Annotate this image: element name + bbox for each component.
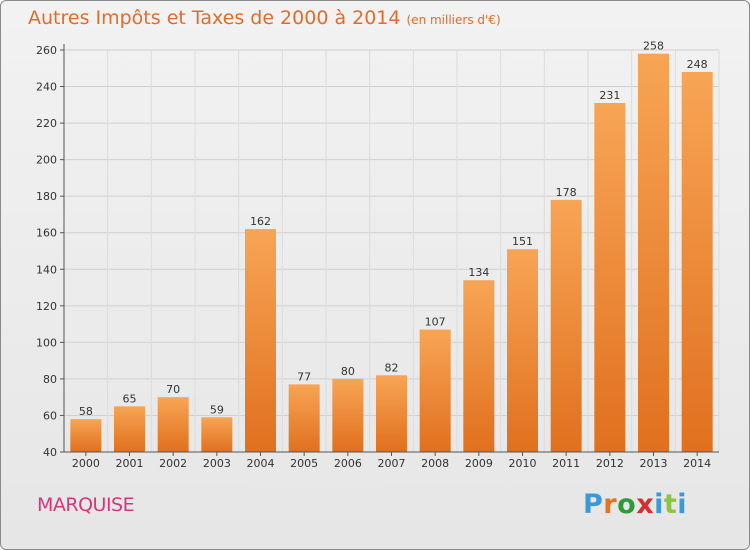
bar-value-label: 178: [556, 186, 577, 199]
y-tick-label: 40: [43, 446, 57, 459]
bar: [638, 53, 669, 453]
logo-letter: i: [654, 489, 664, 520]
bar: [288, 384, 320, 452]
bar-value-label: 59: [210, 403, 224, 416]
x-tick-label: 2006: [334, 457, 362, 470]
x-tick-label: 2014: [683, 457, 711, 470]
bar-layer: [70, 53, 713, 453]
y-tick-label: 180: [36, 190, 57, 203]
bar: [419, 329, 451, 452]
x-tick-label: 2013: [640, 457, 668, 470]
y-tick-label: 120: [36, 300, 57, 313]
bar: [507, 249, 538, 452]
bar-value-label: 258: [643, 40, 664, 53]
bar: [550, 199, 582, 452]
chart-title: Autres Impôts et Taxes de 2000 à 2014 (en…: [28, 7, 501, 29]
bar-value-label: 151: [512, 235, 533, 248]
x-tick-label: 2004: [247, 457, 275, 470]
bar: [245, 229, 276, 452]
bar: [157, 397, 189, 452]
x-tick-label: 2008: [421, 457, 449, 470]
bar-value-label: 65: [123, 392, 137, 405]
x-tick-label: 2010: [509, 457, 537, 470]
bar-value-label: 134: [468, 266, 489, 279]
logo-letter: i: [677, 489, 688, 520]
bar: [376, 375, 407, 452]
bar-value-label: 77: [297, 370, 311, 383]
x-tick-label: 2000: [72, 457, 100, 470]
bar-value-label: 231: [599, 89, 620, 102]
bar: [201, 417, 233, 452]
logo-letter: o: [617, 489, 637, 520]
bar-value-label: 82: [385, 361, 399, 374]
y-tick-label: 220: [36, 117, 57, 130]
logo-letter: t: [663, 489, 678, 520]
y-tick-label: 200: [36, 154, 57, 167]
y-tick-label: 160: [36, 227, 57, 240]
bar: [114, 406, 145, 452]
x-tick-label: 2011: [552, 457, 580, 470]
bar-value-label: 70: [166, 383, 180, 396]
bar: [70, 419, 102, 452]
y-tick-label: 240: [36, 81, 57, 94]
axis-layer: 40 60 80 100 120 140 160 180 200 220 240 260 58 2000 6…: [36, 40, 719, 470]
y-tick-label: 80: [43, 373, 57, 386]
x-tick-label: 2002: [159, 457, 187, 470]
logo-letter: r: [603, 489, 618, 520]
bar: [594, 102, 626, 452]
x-tick-label: 2012: [596, 457, 624, 470]
x-tick-label: 2007: [378, 457, 406, 470]
bar-value-label: 162: [250, 215, 271, 228]
logo-letter: P: [583, 489, 604, 520]
y-tick-label: 60: [43, 409, 57, 422]
x-tick-label: 2009: [465, 457, 493, 470]
logo-letter: x: [636, 489, 655, 520]
bar: [463, 280, 495, 452]
chart-title-text: Autres Impôts et Taxes de 2000 à 2014: [28, 7, 401, 29]
bar-value-label: 58: [79, 405, 93, 418]
bar: [681, 71, 713, 452]
city-name: MARQUISE: [37, 494, 135, 516]
proxiti-logo: Proxiti: [583, 489, 687, 520]
x-tick-label: 2001: [116, 457, 144, 470]
bar-value-label: 248: [687, 58, 708, 71]
bar: [332, 378, 364, 452]
x-tick-label: 2003: [203, 457, 231, 470]
bar-value-label: 80: [341, 365, 355, 378]
bar-value-label: 107: [425, 316, 446, 329]
chart-unit: (en milliers d'€): [406, 13, 501, 27]
y-tick-label: 140: [36, 263, 57, 276]
y-tick-label: 100: [36, 336, 57, 349]
x-tick-label: 2005: [290, 457, 318, 470]
y-tick-label: 260: [36, 44, 57, 57]
